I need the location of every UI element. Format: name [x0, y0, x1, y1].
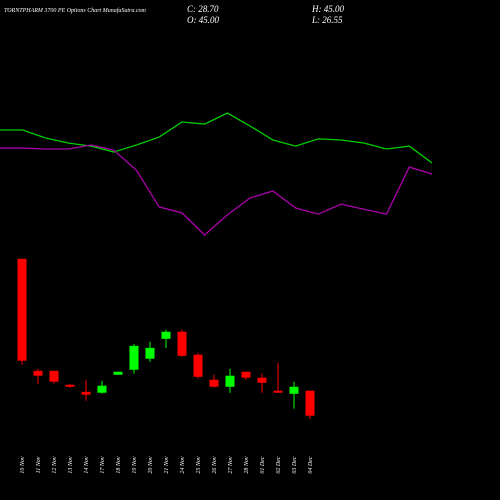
indicator-line — [0, 112, 433, 164]
x-tick-label: 21 Nov — [164, 456, 170, 474]
high-label: H: 45.00 — [311, 4, 344, 14]
x-tick-label: 10 Nov — [20, 456, 26, 474]
candle-body — [129, 345, 139, 370]
x-tick-label: 12 Nov — [52, 456, 58, 474]
x-tick-label: 02 Dec — [276, 456, 282, 473]
candle-body — [177, 331, 187, 356]
x-tick-label: 24 Nov — [179, 456, 186, 474]
x-tick-label: 11 Nov — [36, 456, 42, 473]
x-tick-label: 28 Nov — [244, 456, 250, 474]
candle-body — [81, 391, 91, 395]
candle-body — [257, 377, 267, 383]
candle-body — [209, 379, 219, 387]
candle-body — [17, 258, 27, 361]
candle-body — [49, 370, 59, 382]
candle-body — [273, 390, 283, 393]
x-tick-label: 19 Nov — [132, 456, 138, 474]
x-tick-label: 20 Nov — [148, 456, 154, 474]
x-tick-label: 18 Nov — [116, 456, 122, 474]
candle-body — [193, 354, 203, 377]
x-tick-label: 01 Dec — [260, 456, 266, 473]
low-label: L: 26.55 — [311, 15, 343, 25]
candle-body — [161, 331, 171, 339]
x-tick-label: 14 Nov — [83, 456, 90, 474]
indicator-line — [0, 144, 433, 236]
candle-body — [305, 390, 315, 416]
x-tick-label: 03 Dec — [292, 456, 298, 473]
x-tick-label: 17 Nov — [100, 456, 106, 474]
x-tick-label: 25 Nov — [196, 456, 202, 474]
candle-body — [225, 375, 235, 387]
candle-body — [113, 371, 123, 375]
candle-body — [241, 371, 251, 378]
x-tick-label: 26 Nov — [212, 456, 218, 474]
x-tick-label: 13 Nov — [68, 456, 74, 474]
candle-body — [289, 386, 299, 394]
candle-body — [65, 384, 75, 387]
x-tick-label: 04 Dec — [307, 456, 314, 473]
candle-body — [33, 370, 43, 376]
x-tick-label: 27 Nov — [228, 456, 234, 474]
open-label: O: 45.00 — [187, 15, 219, 25]
close-label: C: 28.70 — [187, 4, 219, 14]
candle-body — [145, 347, 155, 359]
candle-body — [97, 385, 107, 393]
chart-title: TORNTPHARM 3700 PE Options Chart MunafaS… — [4, 7, 147, 14]
